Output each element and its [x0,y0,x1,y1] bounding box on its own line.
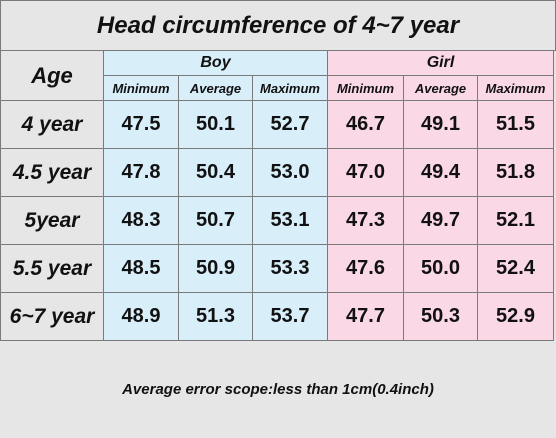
value-cell: 53.1 [252,196,328,245]
value-cell: 53.3 [252,244,328,293]
value-cell: 52.7 [252,100,328,149]
title: Head circumference of 4~7 year [0,0,556,51]
value-cell: 47.5 [103,100,179,149]
group-header: Boy [103,50,328,76]
sub-header: Average [403,75,478,101]
sub-header: Average [178,75,253,101]
sub-header: Minimum [327,75,404,101]
value-cell: 47.6 [327,244,404,293]
value-cell: 50.3 [403,292,478,341]
value-cell: 48.5 [103,244,179,293]
value-cell: 51.3 [178,292,253,341]
value-cell: 48.9 [103,292,179,341]
sub-header: Minimum [103,75,179,101]
age-cell: 6~7 year [0,292,104,341]
age-header: Age [0,50,104,101]
value-cell: 46.7 [327,100,404,149]
value-cell: 49.1 [403,100,478,149]
age-cell: 4.5 year [0,148,104,197]
value-cell: 47.8 [103,148,179,197]
value-cell: 47.0 [327,148,404,197]
value-cell: 50.1 [178,100,253,149]
value-cell: 50.7 [178,196,253,245]
footer-note: Average error scope:less than 1cm(0.4inc… [122,380,434,398]
value-cell: 51.8 [477,148,554,197]
value-cell: 47.7 [327,292,404,341]
value-cell: 50.0 [403,244,478,293]
value-cell: 50.9 [178,244,253,293]
value-cell: 52.9 [477,292,554,341]
value-cell: 51.5 [477,100,554,149]
group-header: Girl [327,50,554,76]
value-cell: 48.3 [103,196,179,245]
value-cell: 49.4 [403,148,478,197]
value-cell: 50.4 [178,148,253,197]
value-cell: 52.1 [477,196,554,245]
sub-header: Maximum [252,75,328,101]
sub-header: Maximum [477,75,554,101]
value-cell: 49.7 [403,196,478,245]
value-cell: 53.0 [252,148,328,197]
value-cell: 52.4 [477,244,554,293]
age-cell: 5year [0,196,104,245]
value-cell: 47.3 [327,196,404,245]
age-cell: 4 year [0,100,104,149]
value-cell: 53.7 [252,292,328,341]
age-cell: 5.5 year [0,244,104,293]
